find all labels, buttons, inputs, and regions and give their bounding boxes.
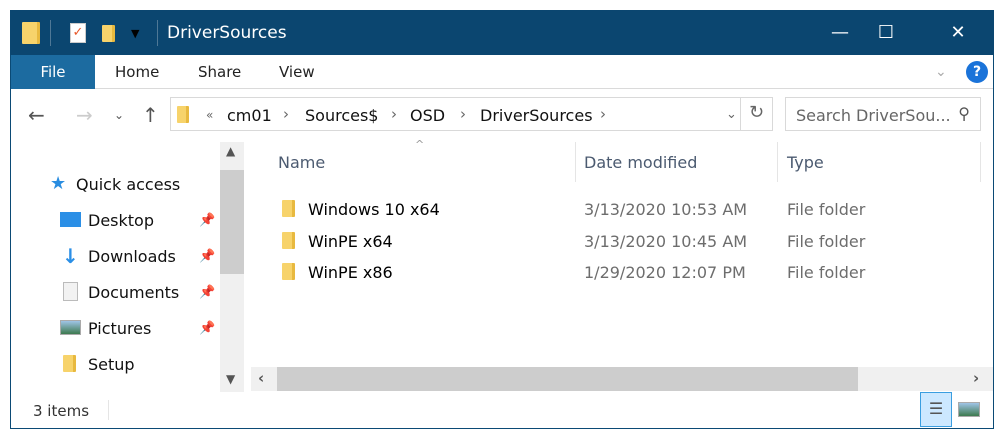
scroll-down-icon[interactable]: ▼ <box>226 372 236 386</box>
divider <box>157 20 158 46</box>
close-button[interactable]: ✕ <box>950 22 966 43</box>
nav-item-documents[interactable]: Documents <box>88 283 180 302</box>
nav-item-quick-access[interactable]: Quick access <box>76 175 181 194</box>
file-date: 3/13/2020 10:53 AM <box>584 200 748 219</box>
nav-scrollbar-thumb[interactable] <box>220 170 244 274</box>
nav-item-desktop[interactable]: Desktop <box>88 211 154 230</box>
folder-icon <box>63 355 76 372</box>
horizontal-scrollbar[interactable]: ‹ › <box>251 367 993 391</box>
large-icons-view-icon[interactable] <box>958 402 980 417</box>
divider <box>50 20 51 46</box>
column-header-type[interactable]: Type <box>787 153 824 172</box>
sort-ascending-icon: ^ <box>415 138 425 151</box>
divider <box>108 400 109 420</box>
column-header-date-modified[interactable]: Date modified <box>584 153 698 172</box>
pin-icon: 📌 <box>199 249 216 264</box>
download-icon: ↓ <box>62 244 79 268</box>
chevron-right-icon[interactable]: › <box>391 105 397 123</box>
overflow-chevron[interactable]: « <box>206 108 214 122</box>
tab-view[interactable]: View <box>279 63 315 81</box>
forward-arrow-icon[interactable]: → <box>76 103 93 127</box>
folder-icon <box>22 22 40 44</box>
breadcrumb-cm01[interactable]: cm01 <box>227 106 272 125</box>
folder-icon <box>282 263 295 280</box>
column-header-name[interactable]: Name <box>278 153 326 172</box>
horizontal-scrollbar-thumb[interactable] <box>277 367 858 391</box>
recent-locations-chevron-icon[interactable]: ⌄ <box>114 108 125 122</box>
folder-icon <box>177 106 189 123</box>
tab-file[interactable]: File <box>11 55 95 89</box>
file-type: File folder <box>787 232 866 251</box>
file-type: File folder <box>787 263 866 282</box>
search-icon[interactable]: ⚲ <box>958 104 970 123</box>
maximize-button[interactable]: ☐ <box>877 22 895 43</box>
column-divider[interactable] <box>777 142 778 182</box>
breadcrumb-driversources[interactable]: DriverSources <box>480 106 593 125</box>
desktop-icon <box>60 212 81 227</box>
item-count: 3 items <box>33 402 90 420</box>
file-type: File folder <box>787 200 866 219</box>
address-bar[interactable]: « cm01 › Sources$ › OSD › DriverSources … <box>170 97 773 131</box>
window-title: DriverSources <box>167 23 287 43</box>
help-icon[interactable]: ? <box>966 61 988 83</box>
minimize-button[interactable]: — <box>831 22 849 43</box>
tab-home[interactable]: Home <box>115 63 160 81</box>
folder-icon <box>282 200 295 217</box>
pictures-icon <box>60 320 81 335</box>
refresh-icon[interactable]: ↻ <box>749 102 765 123</box>
column-divider[interactable] <box>980 142 981 182</box>
star-icon: ★ <box>50 173 67 194</box>
nav-scrollbar[interactable]: ▲ ▼ <box>220 142 244 392</box>
tab-share[interactable]: Share <box>198 63 242 81</box>
ribbon: File Home Share View ⌄ ? <box>11 55 993 89</box>
nav-item-pictures[interactable]: Pictures <box>88 319 152 338</box>
details-view-icon[interactable]: ☰ <box>920 392 952 427</box>
chevron-right-icon[interactable]: › <box>460 105 466 123</box>
breadcrumb-osd[interactable]: OSD <box>410 106 446 125</box>
breadcrumb-sources[interactable]: Sources$ <box>305 106 379 125</box>
customize-toolbar-icon[interactable]: ▼ <box>131 27 140 40</box>
pin-icon: 📌 <box>199 321 216 336</box>
search-input[interactable]: Search DriverSou... ⚲ <box>785 97 981 131</box>
documents-icon <box>63 282 78 301</box>
search-placeholder: Search DriverSou... <box>796 106 951 125</box>
scroll-right-icon[interactable]: › <box>973 369 980 387</box>
folder-icon <box>282 232 295 249</box>
nav-item-downloads[interactable]: Downloads <box>88 247 176 266</box>
properties-icon[interactable]: ✓ <box>70 23 86 43</box>
nav-item-setup[interactable]: Setup <box>88 355 135 374</box>
address-dropdown-chevron-icon[interactable]: ⌄ <box>726 107 737 122</box>
new-folder-icon[interactable] <box>102 25 115 42</box>
file-name[interactable]: WinPE x64 <box>308 232 393 251</box>
divider <box>740 98 741 130</box>
file-name[interactable]: WinPE x86 <box>308 263 393 282</box>
scroll-left-icon[interactable]: ‹ <box>258 369 265 387</box>
column-divider[interactable] <box>575 142 576 182</box>
file-date: 1/29/2020 12:07 PM <box>584 263 746 282</box>
up-arrow-icon[interactable]: ↑ <box>142 103 159 127</box>
chevron-right-icon[interactable]: › <box>600 105 606 123</box>
file-date: 3/13/2020 10:45 AM <box>584 232 748 251</box>
scroll-up-icon[interactable]: ▲ <box>226 144 236 158</box>
pin-icon: 📌 <box>199 285 216 300</box>
expand-ribbon-chevron-icon[interactable]: ⌄ <box>935 64 947 80</box>
file-name[interactable]: Windows 10 x64 <box>308 200 440 219</box>
pin-icon: 📌 <box>199 213 216 228</box>
back-arrow-icon[interactable]: ← <box>28 103 45 127</box>
chevron-right-icon[interactable]: › <box>283 105 289 123</box>
title-bar <box>10 10 994 55</box>
